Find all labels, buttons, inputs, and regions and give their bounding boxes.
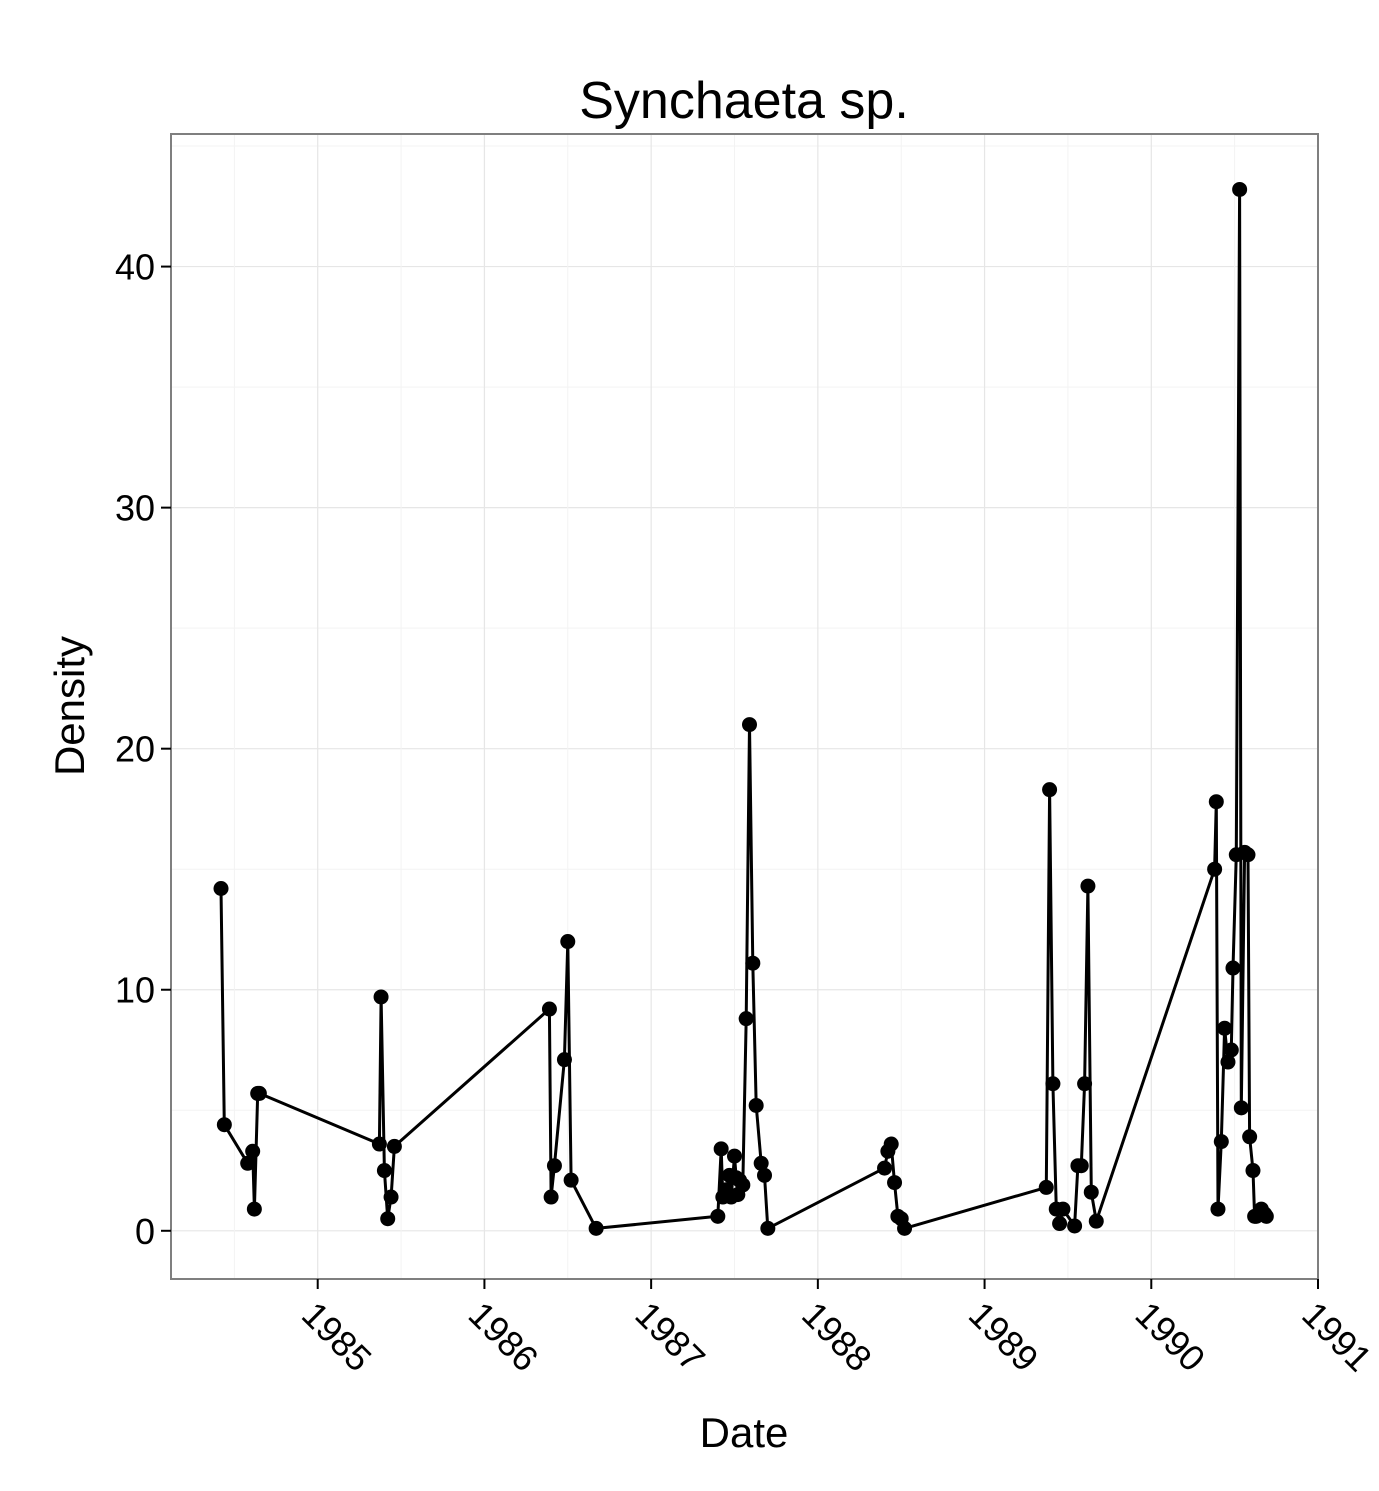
data-point [726, 1148, 742, 1164]
data-point [240, 1155, 256, 1171]
data-point [1258, 1208, 1274, 1224]
series-line [219, 187, 1268, 1230]
data-point [738, 1011, 754, 1027]
data-point [1055, 1201, 1071, 1217]
data-point [386, 1138, 402, 1154]
data-point [713, 1141, 729, 1157]
data-point [887, 1175, 903, 1191]
data-point [1073, 1158, 1089, 1174]
data-point [1052, 1216, 1068, 1232]
data-point [1067, 1218, 1083, 1234]
data-point [1225, 960, 1241, 976]
data-point [748, 1097, 764, 1113]
data-point [1042, 782, 1058, 798]
data-point [710, 1208, 726, 1224]
x-axis-label: Date [700, 1409, 789, 1456]
data-point [563, 1172, 579, 1188]
data-point [753, 1155, 769, 1171]
data-point [1038, 1179, 1054, 1195]
data-point [1240, 847, 1256, 863]
data-point [556, 1052, 572, 1068]
data-point [1220, 1054, 1236, 1070]
data-point [1045, 1076, 1061, 1092]
data-point [541, 1001, 557, 1017]
data-point [251, 1085, 267, 1101]
data-point [380, 1211, 396, 1227]
series-density [213, 181, 1274, 1236]
data-point [1207, 861, 1223, 877]
data-point [742, 717, 758, 733]
data-point [1242, 1129, 1258, 1145]
data-point [373, 989, 389, 1005]
data-point [1232, 181, 1248, 197]
data-point [213, 880, 229, 896]
data-point [1210, 1201, 1226, 1217]
plot-border [170, 133, 1319, 1280]
data-point [757, 1167, 773, 1183]
data-point [1217, 1020, 1233, 1036]
data-point [760, 1220, 776, 1236]
data-point [1233, 1100, 1249, 1116]
data-point [245, 1143, 261, 1159]
data-point [1077, 1076, 1093, 1092]
data-point [560, 934, 576, 950]
data-point [1083, 1184, 1099, 1200]
data-point [216, 1117, 232, 1133]
data-point [383, 1189, 399, 1205]
y-axis-label: Density [46, 636, 93, 776]
data-point [543, 1189, 559, 1205]
y-tick-label: 30 [115, 488, 155, 529]
y-tick-label: 0 [135, 1211, 155, 1252]
data-point [735, 1177, 751, 1193]
data-point [897, 1220, 913, 1236]
data-point [1080, 878, 1096, 894]
y-tick-label: 20 [115, 729, 155, 770]
data-point [246, 1201, 262, 1217]
data-point [376, 1163, 392, 1179]
data-point [1208, 794, 1224, 810]
y-tick-label: 40 [115, 247, 155, 288]
y-tick-label: 10 [115, 970, 155, 1011]
data-point [371, 1136, 387, 1152]
data-point [546, 1158, 562, 1174]
data-point [883, 1136, 899, 1152]
data-point [1245, 1163, 1261, 1179]
chart-title: Synchaeta sp. [579, 72, 909, 130]
data-point [1213, 1134, 1229, 1150]
data-point [588, 1220, 604, 1236]
data-point [1088, 1213, 1104, 1229]
data-point [877, 1160, 893, 1176]
data-point [745, 955, 761, 971]
data-point [1223, 1042, 1239, 1058]
